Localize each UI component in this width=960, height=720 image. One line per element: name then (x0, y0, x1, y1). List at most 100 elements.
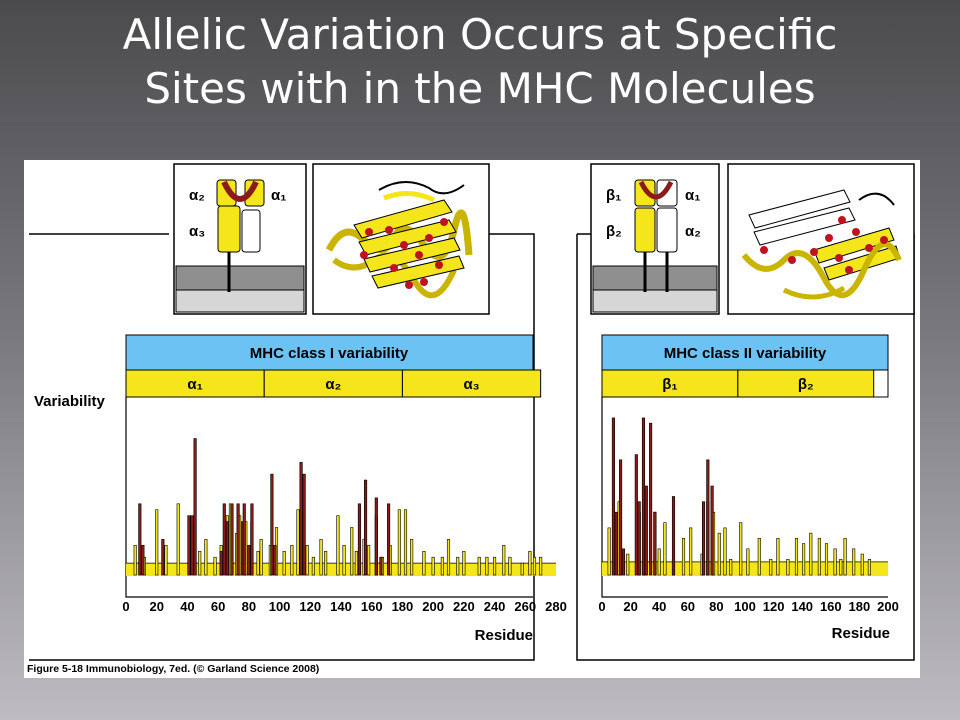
class1-bar-red (141, 545, 145, 576)
class1-x-tick-label: 280 (545, 599, 567, 614)
class1-bar-red (187, 515, 191, 576)
class2-bar-red (641, 417, 646, 576)
class1-bar-yellow (311, 556, 315, 576)
class1-x-tick-label: 120 (299, 599, 321, 614)
class2-bars (602, 417, 888, 576)
class1-x-tick-label: 60 (211, 599, 225, 614)
class2-title-band (601, 334, 889, 371)
class2-domain-bar: β₁ β₂ (601, 369, 889, 398)
class1-x-tick-label: 200 (422, 599, 444, 614)
class2-bar-yellow (824, 543, 829, 576)
class1-structure-image (312, 163, 490, 315)
figure-svg: α₂ α₁ α₃ β₁ α₁ (27, 163, 915, 675)
class1-x-tick-label: 80 (242, 599, 256, 614)
class2-x-tick-label: 80 (709, 599, 723, 614)
class2-bar-red (706, 459, 710, 576)
class1-x-tick-label: 0 (122, 599, 129, 614)
class1-x-tick-label: 20 (149, 599, 163, 614)
class2-bar-red (637, 501, 641, 576)
class2-bar-red (619, 459, 623, 576)
class2-bar-yellow (809, 532, 813, 576)
class2-bar-yellow (786, 558, 790, 576)
class2-bar-red (634, 454, 638, 576)
class2-domain-alpha2: α₂ (685, 223, 701, 240)
class1-bar-yellow (367, 545, 371, 576)
class1-bar-yellow (532, 556, 537, 576)
class1-domain-bar: α₁ α₂ α₃ (125, 369, 542, 398)
class1-bar-red (242, 503, 246, 576)
figure-panel: α₂ α₁ α₃ β₁ α₁ (24, 160, 920, 678)
class1-bar-yellow (290, 545, 294, 576)
class2-bar-red (621, 548, 626, 576)
class1-bar-yellow (176, 503, 180, 576)
class2-bar-red (653, 511, 657, 576)
class1-bar-yellow (431, 556, 435, 576)
class2-bar-yellow (717, 532, 721, 576)
class2-bar-yellow (867, 558, 871, 576)
class1-bar-yellow (528, 550, 532, 576)
class2-bar-yellow (657, 548, 661, 576)
class1-bar-yellow (336, 515, 340, 576)
class1-domain-label: α₁ (187, 376, 202, 393)
class2-x-tick-label: 100 (734, 599, 756, 614)
class1-chart-title: MHC class I variability (250, 345, 409, 362)
class2-bar-yellow (833, 548, 837, 576)
class1-bar-yellow (456, 556, 460, 576)
class2-bar-yellow (663, 522, 667, 576)
class2-schematic: β₁ α₁ β₂ α₂ (590, 163, 720, 315)
class2-domain-segment (737, 369, 875, 398)
class1-bar-red (219, 550, 223, 576)
class2-bar-yellow (769, 558, 773, 576)
class1-bar-red (357, 503, 361, 576)
class2-x-tick-label: 160 (820, 599, 842, 614)
class1-bar-red (364, 479, 368, 576)
class2-bar-yellow (626, 553, 630, 576)
variability-label: Variability (34, 393, 106, 410)
class2-x-tick-label: 140 (791, 599, 813, 614)
class2-bar-red (649, 422, 653, 576)
slide-title-line2: Sites with in the MHC Molecules (144, 64, 816, 113)
class1-bar-yellow (462, 550, 466, 576)
class1-bar-yellow (164, 545, 168, 576)
class1-bar-red (236, 503, 240, 576)
class1-x-tick-label: 240 (484, 599, 506, 614)
class1-bar-yellow (324, 550, 328, 576)
class1-bar-yellow (403, 509, 408, 576)
class1-bar-yellow (422, 550, 426, 576)
class2-domain-label: β₂ (798, 376, 814, 393)
class1-bar-red (247, 545, 251, 576)
class2-bar-yellow (607, 527, 611, 576)
class1-x-ticks: 0 20 40 60 80 100 120 140 160 180 200 220 240 260 280 (122, 599, 566, 614)
class2-x-tick-label: 200 (877, 599, 899, 614)
class2-bar-yellow (757, 538, 761, 576)
class1-bar-yellow (354, 550, 358, 576)
class1-bar-red (250, 503, 254, 576)
class1-domain-alpha2: α₂ (189, 187, 205, 204)
class1-bar-red (270, 473, 274, 576)
class1-domain-alpha1: α₁ (271, 187, 286, 204)
class2-bar-yellow (852, 548, 856, 576)
class1-bar-red (222, 503, 226, 576)
class1-bar-yellow (410, 539, 414, 576)
class2-x-axis-label: Residue (832, 625, 890, 642)
class1-bar-red (374, 497, 378, 576)
class1-bar-red (299, 461, 303, 576)
class1-x-tick-label: 100 (269, 599, 291, 614)
class1-x-tick-label: 220 (453, 599, 475, 614)
class1-bar-yellow (319, 539, 323, 576)
class1-bar-red (138, 503, 142, 576)
class1-bar-yellow (440, 556, 444, 576)
class2-bar-red (710, 485, 714, 576)
class2-bar-yellow (839, 558, 843, 576)
class2-domain-beta1: β₁ (606, 187, 621, 204)
class1-bar-yellow (446, 539, 451, 576)
class1-bar-yellow (493, 556, 497, 576)
class1-bar-red (302, 473, 306, 576)
class1-bar-yellow (485, 556, 489, 576)
class2-domain-segment (601, 369, 739, 398)
class1-bar-yellow (198, 550, 202, 576)
class2-x-tick-label: 60 (681, 599, 695, 614)
class2-x-tick-label: 20 (623, 599, 637, 614)
class1-bar-yellow (477, 556, 481, 576)
class2-bar-red (701, 501, 706, 576)
